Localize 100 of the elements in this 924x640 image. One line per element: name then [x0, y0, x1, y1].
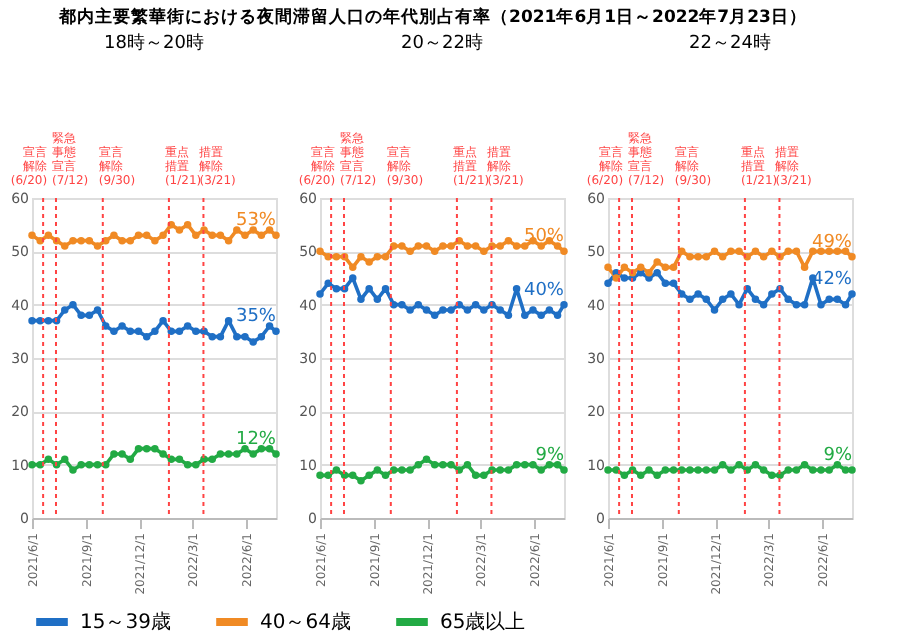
point [77, 460, 85, 469]
point [471, 300, 480, 309]
point [560, 247, 568, 256]
point [142, 231, 151, 240]
point [653, 268, 661, 277]
line-series [604, 247, 856, 282]
legend-label: 15～39歳 [80, 610, 171, 634]
annotation: 53% [235, 211, 277, 232]
point [653, 471, 661, 480]
point [324, 279, 332, 288]
point [463, 242, 472, 250]
point [504, 311, 513, 320]
point [257, 231, 266, 240]
point [768, 247, 776, 256]
point [257, 332, 266, 341]
point [373, 252, 382, 261]
point [183, 460, 192, 469]
point [537, 242, 545, 250]
point [430, 247, 439, 256]
point [28, 460, 36, 469]
point [686, 466, 694, 474]
point [233, 450, 241, 458]
point [718, 295, 727, 304]
point [480, 306, 488, 314]
point [233, 332, 241, 341]
point [241, 332, 249, 341]
point [398, 242, 406, 250]
point [93, 306, 102, 314]
point [414, 300, 423, 309]
point [381, 252, 390, 261]
point [809, 466, 817, 474]
point [365, 471, 373, 480]
point [224, 450, 233, 458]
point [504, 236, 513, 245]
point [669, 466, 678, 474]
point [272, 327, 280, 336]
point [669, 263, 678, 272]
point [768, 471, 776, 480]
point [645, 268, 653, 277]
point [694, 290, 702, 298]
point [142, 444, 151, 453]
point [825, 466, 833, 474]
point [265, 322, 274, 330]
point [118, 236, 126, 245]
point [496, 466, 504, 474]
point [504, 466, 513, 474]
point [694, 466, 702, 474]
point [381, 471, 390, 480]
point [101, 322, 110, 330]
point [44, 455, 53, 464]
point [471, 471, 480, 480]
point [512, 242, 521, 250]
point [848, 252, 856, 261]
point [241, 231, 249, 240]
point [759, 252, 768, 261]
point [61, 455, 69, 464]
point [604, 279, 612, 288]
point [110, 231, 118, 240]
point [208, 231, 216, 240]
text: 都内主要繁華街における夜間滞留人口の年代別占有率（2021年6月1日～2022年7月23日） [57, 6, 807, 28]
point [249, 338, 257, 346]
point [349, 471, 357, 480]
point [406, 247, 414, 256]
point [406, 306, 414, 314]
point [817, 466, 825, 474]
point [349, 274, 357, 282]
point [389, 466, 398, 474]
point [398, 300, 406, 309]
point [430, 460, 439, 469]
point [159, 450, 167, 458]
point [175, 455, 184, 464]
point [735, 300, 743, 309]
point [759, 466, 768, 474]
point [159, 316, 167, 325]
point [620, 471, 629, 480]
point [718, 460, 727, 469]
point [537, 466, 545, 474]
point [365, 258, 373, 266]
chart-subtitle: 22～24時 [689, 32, 771, 54]
point [142, 332, 151, 341]
point [537, 311, 545, 320]
point [373, 466, 382, 474]
point [529, 460, 537, 469]
point [398, 466, 406, 474]
point [69, 236, 77, 245]
point [463, 460, 472, 469]
point [792, 300, 801, 309]
point [414, 460, 423, 469]
point [422, 455, 431, 464]
annotation: 49% [811, 232, 853, 253]
point [69, 466, 77, 474]
point [817, 300, 825, 309]
point [848, 466, 856, 474]
point [357, 295, 365, 304]
point [604, 466, 612, 474]
point [439, 242, 447, 250]
point [702, 295, 711, 304]
point [422, 242, 431, 250]
point [265, 226, 274, 234]
point [661, 466, 670, 474]
